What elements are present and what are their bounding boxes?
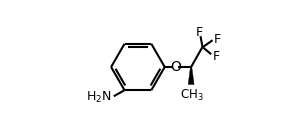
Text: CH$_3$: CH$_3$ bbox=[180, 88, 203, 103]
Text: H$_2$N: H$_2$N bbox=[86, 90, 112, 105]
Text: F: F bbox=[214, 33, 221, 46]
Polygon shape bbox=[188, 67, 194, 84]
Text: O: O bbox=[170, 60, 181, 74]
Text: F: F bbox=[196, 26, 203, 39]
Text: F: F bbox=[212, 50, 220, 63]
